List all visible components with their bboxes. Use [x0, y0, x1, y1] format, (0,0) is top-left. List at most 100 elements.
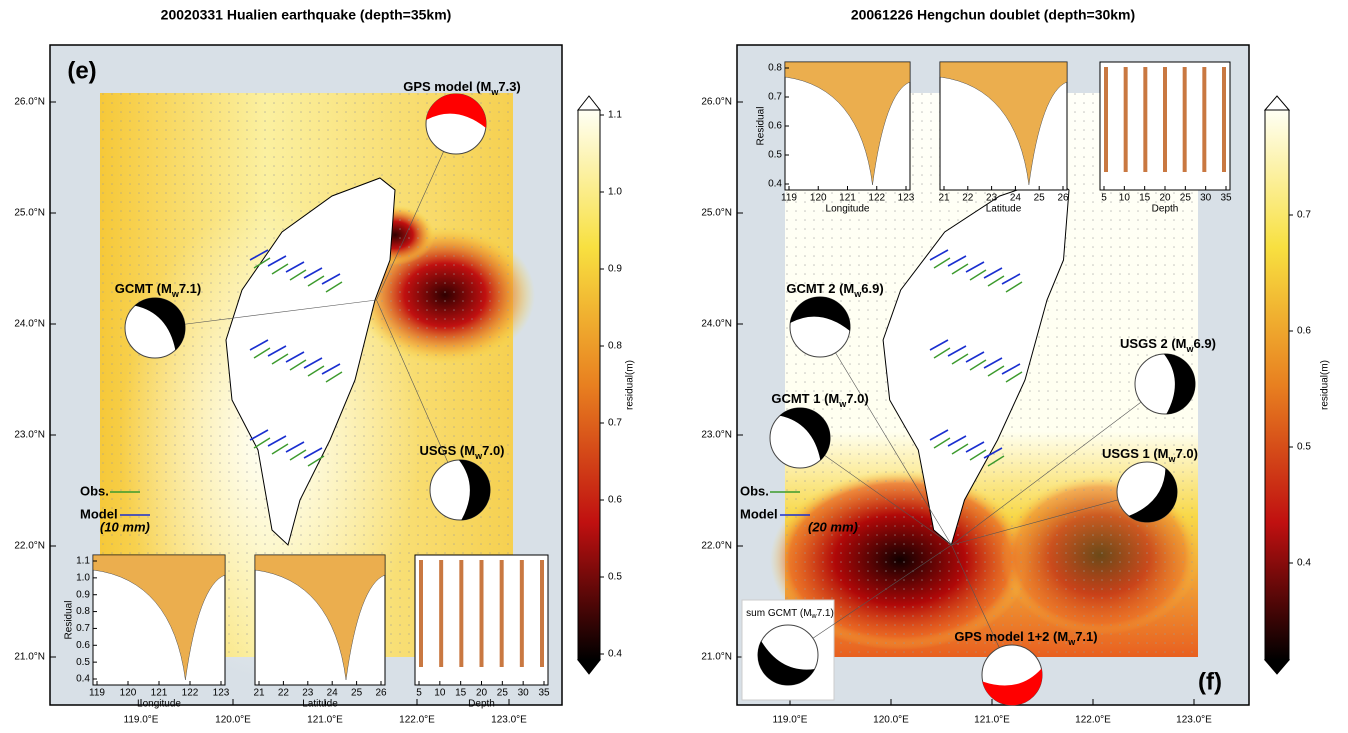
inset-x-tick-label: 20	[476, 688, 488, 699]
model-vector	[947, 255, 967, 267]
annotation-text: GCMT (M	[115, 281, 172, 296]
obs-vector	[987, 455, 1005, 467]
inset-x-tick-label: 25	[1034, 193, 1046, 204]
legend-model: Model	[80, 506, 118, 521]
annotation-text: sum GCMT (M	[746, 608, 811, 619]
lon-tick-label: 122.0°E	[1075, 715, 1111, 726]
lon-tick-label: 123.0°E	[491, 715, 527, 726]
beach-ball-quadrant	[1163, 353, 1196, 415]
model-vector	[303, 357, 323, 369]
inset-x-tick-label: 121	[839, 193, 856, 204]
annotation: USGS 2 (Mw6.9)	[1120, 336, 1216, 354]
annotation-sub: w	[811, 613, 818, 620]
annotation-sub: w	[1168, 454, 1177, 464]
colorbar-tick-label: 0.4	[1297, 558, 1311, 569]
panel-title: 20061226 Hengchun doublet (depth=30km)	[851, 7, 1135, 23]
inset-x-tick-label: 10	[1119, 193, 1131, 204]
inset-points	[254, 554, 386, 681]
inset-x-tick-label: 22	[278, 688, 290, 699]
model-vector	[965, 261, 985, 273]
annotation-text: GPS model 1+2 (M	[954, 629, 1068, 644]
colorbar-tick-label: 0.6	[1297, 326, 1311, 337]
colorbar	[1264, 109, 1290, 661]
obs-vector	[253, 347, 271, 359]
leader-line	[787, 544, 952, 656]
panel-label: (f)	[1198, 668, 1222, 695]
colorbar-bottom	[1263, 659, 1291, 675]
obs-vector	[1005, 281, 1023, 293]
lat-tick-label: 25.0°N	[14, 208, 45, 219]
leader-line	[951, 383, 1166, 546]
inset-x-tick-label: 120	[120, 688, 137, 699]
inset-points	[784, 61, 911, 186]
lon-tick-label: 122.0°E	[399, 715, 435, 726]
inset-points	[1104, 67, 1226, 172]
model-vector	[249, 249, 269, 261]
obs-vector	[951, 263, 969, 275]
model-vector	[983, 447, 1003, 459]
inset-x-tick-label: 15	[455, 688, 467, 699]
map-frame	[736, 44, 1250, 706]
lon-tick-label: 121.0°E	[307, 715, 343, 726]
obs-vector	[253, 257, 271, 269]
inset-x-tick-label: 23	[986, 193, 998, 204]
model-vector	[947, 435, 967, 447]
annotation-text: 7.3)	[498, 79, 520, 94]
beach-ball-quadrant	[757, 640, 815, 686]
inset-x-tick-label: 121	[151, 688, 168, 699]
obs-vector	[933, 257, 951, 269]
inset-y-tick-label: 1.0	[76, 572, 90, 583]
model-vector	[1001, 363, 1021, 375]
lat-tick-label: 26.0°N	[14, 97, 45, 108]
lat-tick-label: 23.0°N	[14, 430, 45, 441]
inset-x-tick-label: 5	[1101, 193, 1107, 204]
lat-tick-label: 21.0°N	[14, 652, 45, 663]
beach-ball-quadrant	[426, 93, 487, 128]
obs-vector	[1005, 371, 1023, 383]
lon-tick-label: 120.0°E	[873, 715, 909, 726]
map-frame	[49, 44, 563, 706]
inset-x-tick-label: 30	[518, 688, 530, 699]
obs-vector	[969, 269, 987, 281]
annotation-sub: w	[171, 289, 180, 299]
annotation: USGS (Mw7.0)	[419, 443, 504, 461]
obs-vector	[289, 359, 307, 371]
colorbar-label: residual(m)	[625, 360, 636, 410]
inset-y-tick-label: 0.4	[76, 674, 90, 685]
model-vector	[267, 345, 287, 357]
inset-x-label: Latitude	[302, 699, 338, 710]
panel-title: 20020331 Hualien earthquake (depth=35km)	[161, 7, 452, 23]
model-vector	[267, 255, 287, 267]
model-vector	[249, 339, 269, 351]
lon-tick-label: 119.0°E	[124, 715, 159, 726]
obs-vector	[271, 443, 289, 455]
obs-vector	[951, 443, 969, 455]
beach-ball-quadrant	[1128, 468, 1178, 523]
annotation-sub: w	[838, 399, 847, 409]
inset-x-tick-label: 21	[253, 688, 265, 699]
legend-obs: Obs.	[740, 483, 769, 498]
colorbar-top	[576, 95, 602, 111]
obs-vector	[289, 269, 307, 281]
inset-x-tick-label: 35	[1220, 193, 1232, 204]
beach-ball-quadrant	[458, 459, 491, 521]
annotation-sub: w	[1067, 637, 1076, 647]
annotation-text: 7.0)	[1176, 446, 1198, 461]
colorbar-tick-label: 0.9	[608, 264, 622, 275]
inset-x-tick-label: 120	[810, 193, 827, 204]
colorbar-tick-label: 1.0	[608, 187, 622, 198]
inset-x-label: Latitude	[986, 204, 1022, 215]
inset-y-tick-label: 0.8	[76, 606, 90, 617]
leader-line	[799, 437, 952, 546]
colorbar-tick-label: 0.8	[608, 341, 622, 352]
inset-x-tick-label: 30	[1200, 193, 1212, 204]
lat-tick-label: 22.0°N	[14, 541, 45, 552]
inset-x-label: Depth	[468, 699, 495, 710]
leader-line	[951, 491, 1148, 546]
inset-x-tick-label: 25	[351, 688, 363, 699]
obs-vector	[271, 353, 289, 365]
obs-vector	[325, 371, 343, 383]
inset-x-tick-label: 25	[1180, 193, 1192, 204]
obs-vector	[933, 437, 951, 449]
